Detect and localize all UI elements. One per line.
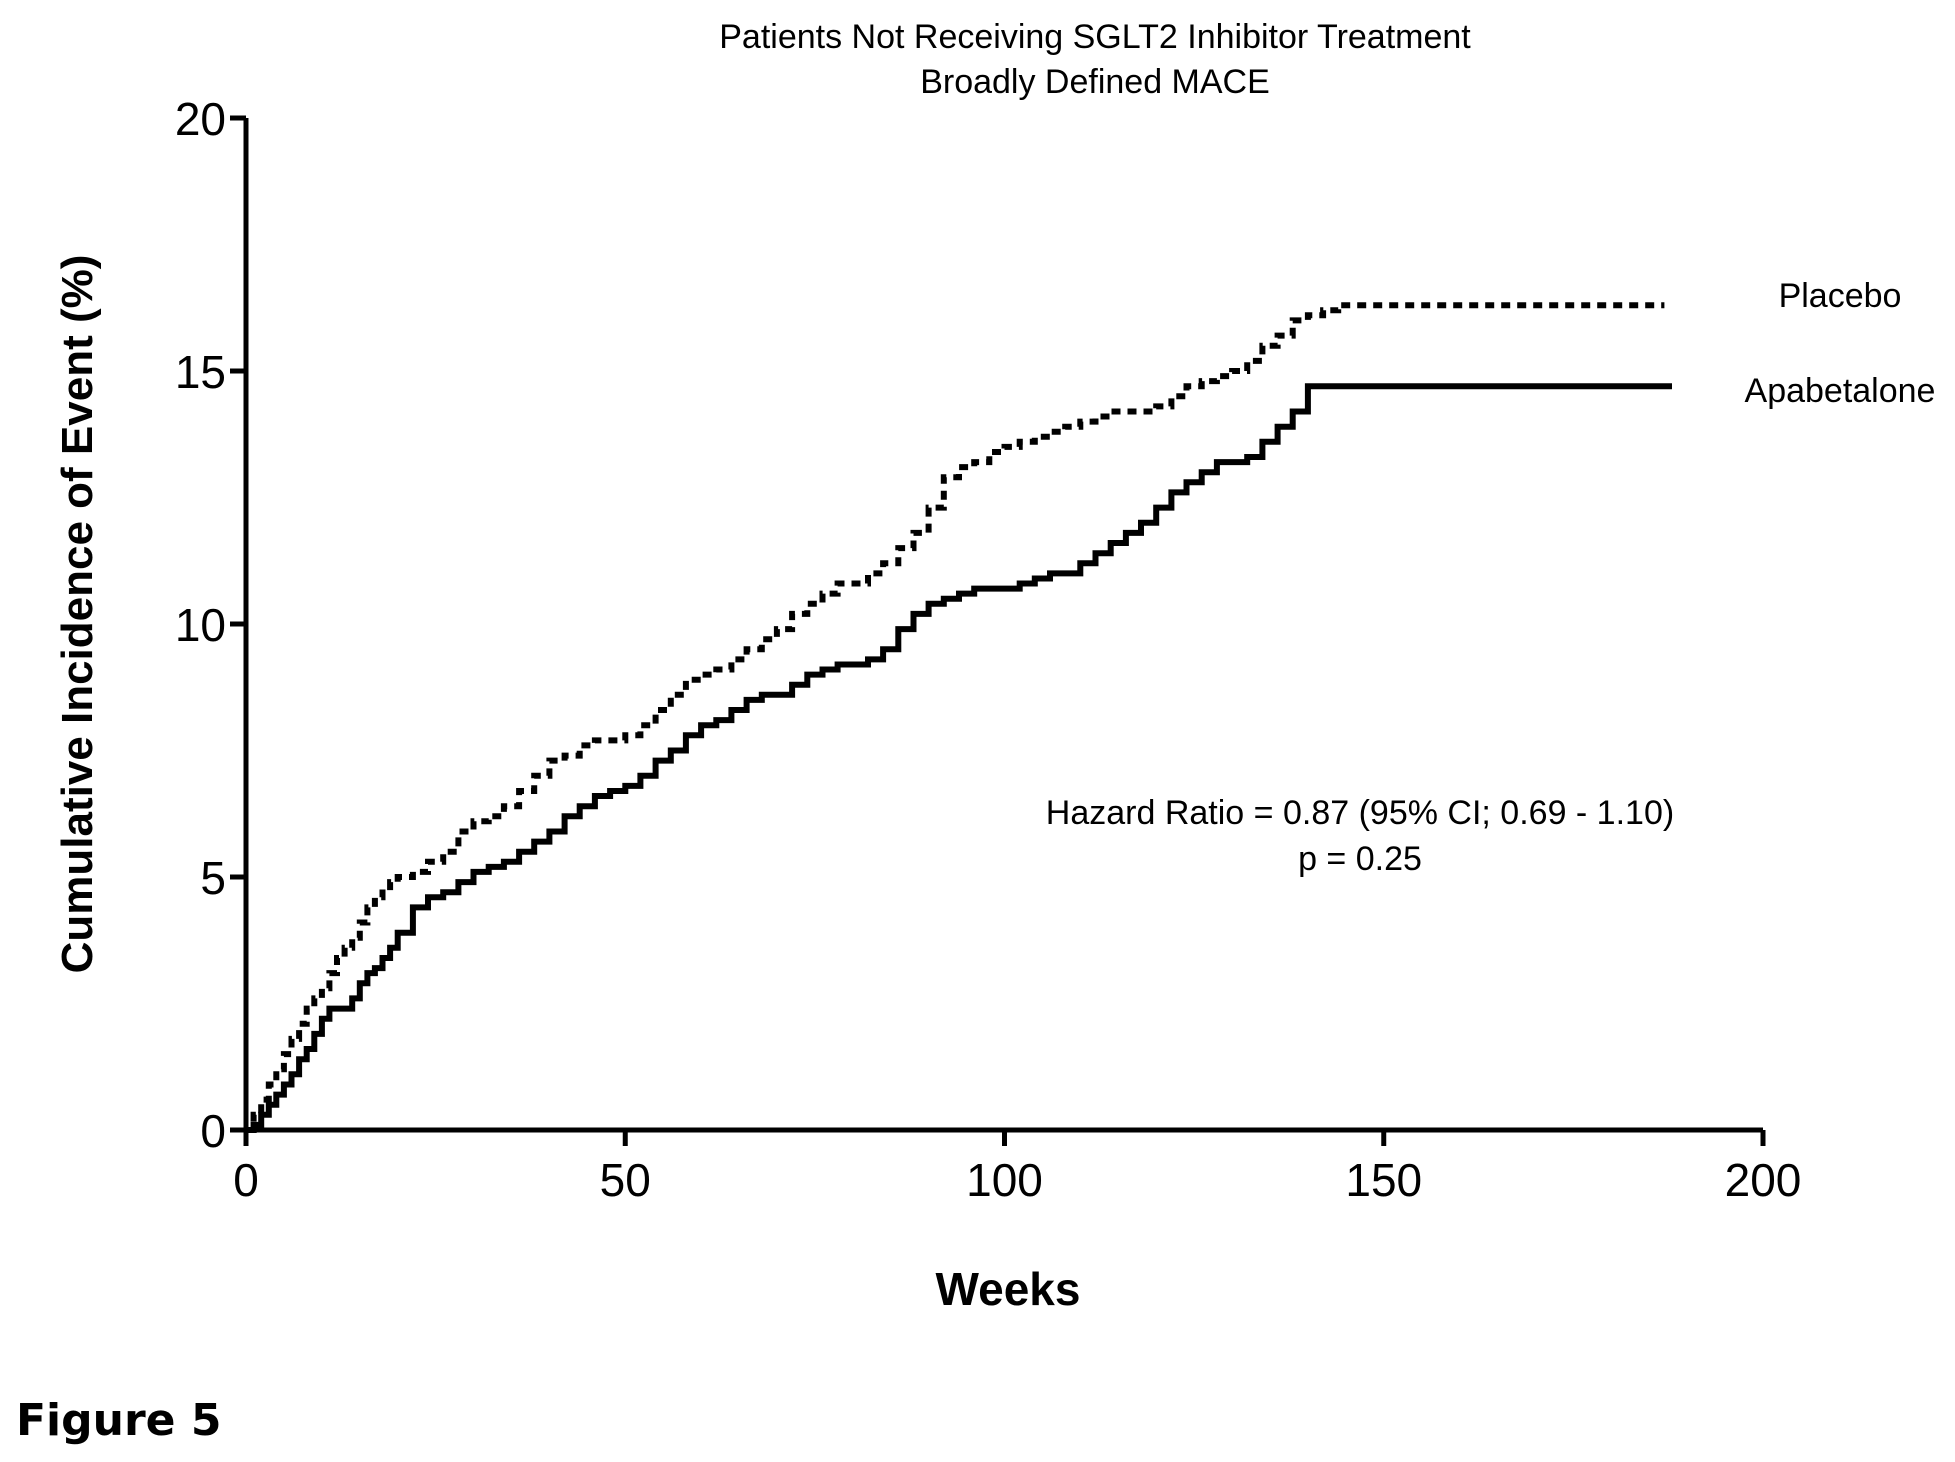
- chart-title: Patients Not Receiving SGLT2 Inhibitor T…: [719, 18, 1471, 56]
- p-value-annotation: p = 0.25: [1298, 840, 1422, 878]
- y-tick-label: 15: [175, 346, 226, 398]
- legend-label-placebo: Placebo: [1779, 277, 1902, 315]
- axes: 0 50 100 150 200 0 5 10 15 20: [175, 93, 1802, 1206]
- series-layer: [246, 302, 1672, 1133]
- y-tick-label: 10: [175, 599, 226, 651]
- series-line-apabetalone: [246, 383, 1672, 1133]
- hazard-ratio-annotation: Hazard Ratio = 0.87 (95% CI; 0.69 - 1.10…: [1046, 794, 1674, 832]
- figure-label: Figure 5: [16, 1395, 222, 1446]
- x-tick-label: 200: [1725, 1154, 1802, 1206]
- y-tick-label: 5: [200, 852, 226, 904]
- x-tick-label: 100: [966, 1154, 1043, 1206]
- y-axis-label: Cumulative Incidence of Event (%): [53, 255, 102, 974]
- x-tick-label: 50: [600, 1154, 651, 1206]
- x-tick-label: 0: [233, 1154, 259, 1206]
- legend-label-apabetalone: Apabetalone: [1745, 372, 1936, 410]
- x-tick-label: 150: [1345, 1154, 1422, 1206]
- x-axis-label: Weeks: [936, 1263, 1081, 1315]
- y-tick-label: 0: [200, 1105, 226, 1157]
- y-tick-label: 20: [175, 93, 226, 145]
- series-line-placebo: [246, 302, 1665, 1133]
- chart-subtitle: Broadly Defined MACE: [920, 63, 1270, 101]
